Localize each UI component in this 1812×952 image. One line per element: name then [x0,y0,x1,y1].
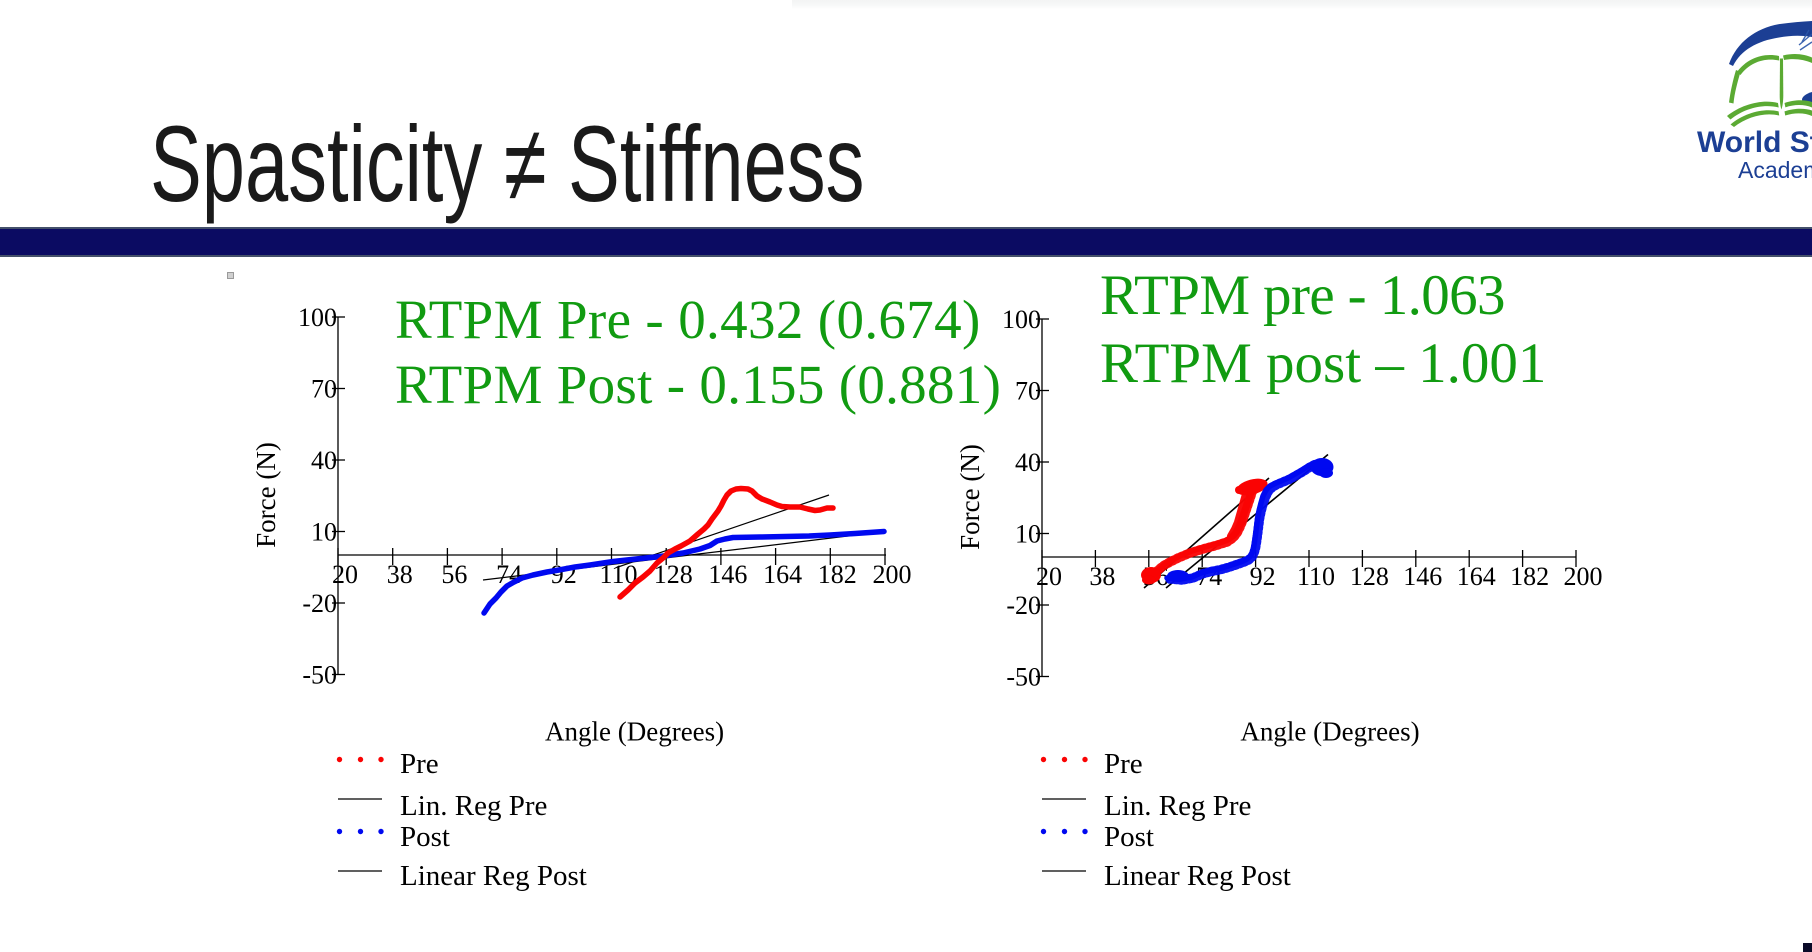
svg-text:40: 40 [311,446,337,475]
svg-text:200: 200 [1564,562,1603,591]
svg-text:70: 70 [311,375,337,404]
svg-text:10: 10 [1015,520,1041,549]
svg-text:RTPM post – 1.001: RTPM post – 1.001 [1100,332,1546,395]
svg-text:164: 164 [763,560,802,589]
svg-text:38: 38 [387,560,413,589]
svg-text:Force (N): Force (N) [955,444,985,550]
svg-text:Angle (Degrees): Angle (Degrees) [1240,717,1419,747]
svg-text:-20: -20 [1006,591,1041,620]
svg-text:70: 70 [1015,377,1041,406]
svg-text:128: 128 [1350,562,1389,591]
svg-text:Force (N): Force (N) [251,442,281,548]
svg-text:146: 146 [708,560,747,589]
svg-text:182: 182 [818,560,857,589]
svg-text:38: 38 [1089,562,1115,591]
svg-text:200: 200 [873,560,912,589]
svg-text:Angle (Degrees): Angle (Degrees) [545,717,724,747]
svg-text:20: 20 [1036,562,1062,591]
svg-text:Linear Reg Post: Linear Reg Post [1104,860,1291,892]
svg-text:92: 92 [1250,562,1276,591]
svg-text:92: 92 [551,560,577,589]
svg-text:RTPM Pre - 0.432 (0.674): RTPM Pre - 0.432 (0.674) [395,289,981,350]
svg-text:164: 164 [1457,562,1496,591]
svg-text:Academ: Academ [1738,157,1812,183]
svg-text:Lin. Reg Pre: Lin. Reg Pre [1104,790,1251,822]
svg-text:Post: Post [400,821,450,853]
svg-text:128: 128 [654,560,693,589]
svg-text:-50: -50 [302,661,337,690]
svg-text:Post: Post [1104,821,1154,853]
svg-text:Lin. Reg Pre: Lin. Reg Pre [400,790,547,822]
svg-text:146: 146 [1403,562,1442,591]
svg-text:100: 100 [1002,305,1041,334]
svg-text:Linear Reg Post: Linear Reg Post [400,860,587,892]
svg-text:Pre: Pre [1104,748,1143,780]
svg-text:-50: -50 [1006,663,1041,692]
svg-text:56: 56 [441,560,467,589]
svg-text:World St: World St [1697,126,1812,159]
svg-text:110: 110 [1297,562,1335,591]
svg-text:RTPM pre - 1.063: RTPM pre - 1.063 [1100,264,1505,327]
svg-text:RTPM Post - 0.155 (0.881): RTPM Post - 0.155 (0.881) [395,354,1001,415]
svg-text:182: 182 [1510,562,1549,591]
svg-text:Pre: Pre [400,748,439,780]
svg-text:100: 100 [298,303,337,332]
svg-text:40: 40 [1015,448,1041,477]
svg-text:20: 20 [332,560,358,589]
svg-text:-20: -20 [302,589,337,618]
svg-text:10: 10 [311,518,337,547]
